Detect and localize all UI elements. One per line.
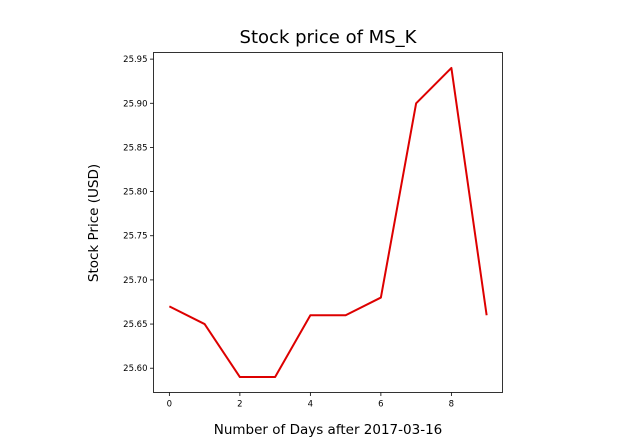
x-tick-label: 4 bbox=[308, 400, 313, 410]
x-tick-label: 8 bbox=[449, 400, 454, 410]
x-tick-label: 2 bbox=[237, 400, 242, 410]
y-tick-label: 25.70 bbox=[123, 276, 147, 286]
x-tick-label: 6 bbox=[378, 400, 383, 410]
series-layer bbox=[168, 66, 488, 379]
y-tick-label: 25.95 bbox=[123, 55, 147, 65]
x-axis-label: Number of Days after 2017-03-16 bbox=[214, 422, 443, 438]
plot-frame bbox=[153, 52, 503, 393]
x-axis: 0 2 4 6 8 bbox=[167, 392, 454, 410]
y-axis-label: Stock Price (USD) bbox=[86, 164, 102, 282]
y-tick-label: 25.60 bbox=[123, 364, 147, 374]
y-tick-label: 25.65 bbox=[123, 320, 147, 330]
y-tick-label: 25.85 bbox=[123, 143, 147, 153]
y-axis: 25.60 25.65 25.70 25.75 25.80 25.85 25.90 25.95 bbox=[123, 55, 154, 374]
y-tick-label: 25.75 bbox=[123, 232, 147, 242]
x-tick-label: 0 bbox=[167, 400, 172, 410]
y-tick-label: 25.90 bbox=[123, 99, 147, 109]
chart-title: Stock price of MS_K bbox=[240, 27, 418, 48]
y-tick-label: 25.80 bbox=[123, 188, 147, 198]
series-line bbox=[168, 66, 488, 379]
